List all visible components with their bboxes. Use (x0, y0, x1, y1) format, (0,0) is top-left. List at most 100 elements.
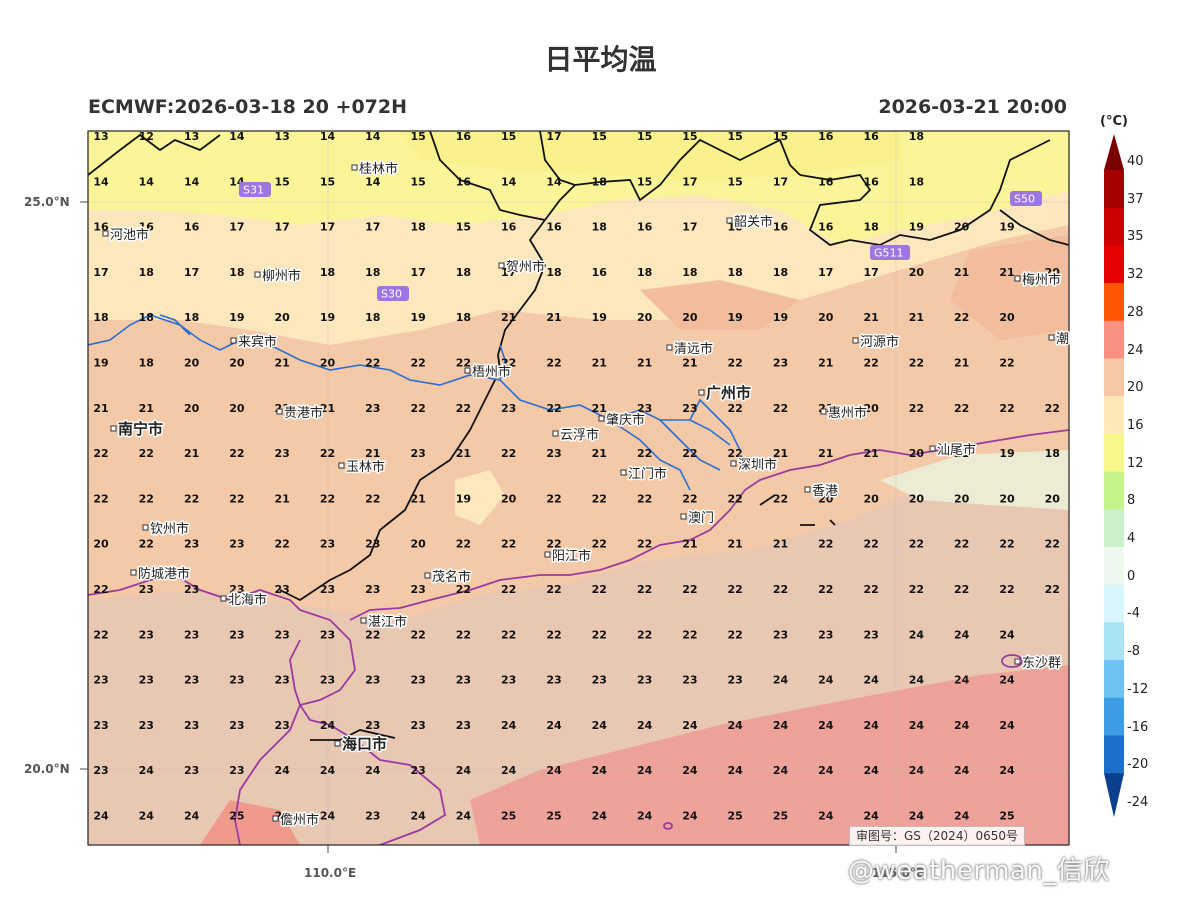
city-name: 海口市 (342, 735, 387, 753)
grid-temperature-value: 18 (184, 311, 199, 324)
grid-temperature-value: 22 (999, 402, 1014, 415)
grid-temperature-value: 22 (728, 492, 743, 505)
colorbar-segment (1104, 396, 1124, 435)
colorbar-segment (1104, 358, 1124, 397)
model-run-label: ECMWF:2026-03-18 20 +072H (88, 96, 408, 118)
city-label: 海口市 (334, 734, 389, 755)
temperature-grid: 13 12 13 14 13 14 14 15 16 15 17 15 15 15 15 15 16 16 18 14… (93, 130, 1060, 823)
lon-label-115: 115.0°E (872, 866, 925, 880)
grid-temperature-value: 22 (954, 538, 969, 551)
grid-temperature-value: 21 (365, 447, 380, 460)
grid-temperature-value: 22 (546, 402, 561, 415)
grid-temperature-value: 22 (773, 402, 788, 415)
grid-temperature-value: 24 (365, 764, 381, 777)
grid-temperature-value: 24 (954, 764, 970, 777)
city-name: 江门市 (628, 466, 667, 482)
grid-temperature-value: 18 (546, 266, 561, 279)
grid-temperature-value: 18 (682, 266, 697, 279)
grid-temperature-value: 20 (1045, 266, 1061, 279)
city-marker-icon (272, 815, 279, 822)
colorbar-tick-label: -20 (1127, 757, 1149, 773)
grid-temperature-value: 22 (139, 538, 154, 551)
grid-temperature-value: 24 (320, 810, 336, 823)
city-marker-icon (698, 389, 705, 396)
city-label: 香港 (804, 483, 840, 501)
city-name: 儋州市 (280, 812, 319, 828)
city-name: 钦州市 (150, 521, 189, 537)
grid-temperature-value: 22 (410, 357, 425, 370)
grid-temperature-value: 20 (229, 402, 245, 415)
city-name: 南宁市 (118, 420, 163, 438)
grid-temperature-value: 24 (184, 810, 200, 823)
grid-temperature-value: 18 (909, 175, 924, 188)
grid-temperature-value: 22 (139, 447, 154, 460)
grid-temperature-value: 22 (320, 447, 335, 460)
grid-temperature-value: 23 (229, 583, 244, 596)
grid-temperature-value: 22 (93, 583, 108, 596)
colorbar-segment (1104, 320, 1124, 359)
grid-temperature-value: 24 (637, 810, 653, 823)
grid-temperature-value: 22 (682, 628, 697, 641)
grid-temperature-value: 14 (546, 175, 562, 188)
grid-temperature-value: 16 (863, 175, 879, 188)
city-marker-icon (929, 445, 936, 452)
grid-temperature-value: 17 (818, 266, 833, 279)
city-label: 汕尾市 (929, 441, 978, 460)
grid-temperature-value: 22 (1045, 402, 1060, 415)
grid-temperature-value: 18 (365, 266, 380, 279)
grid-temperature-value: 13 (184, 130, 199, 143)
grid-temperature-value: 24 (592, 764, 608, 777)
grid-temperature-value: 21 (592, 357, 607, 370)
city-name: 贺州市 (506, 259, 545, 275)
grid-temperature-value: 18 (728, 266, 743, 279)
city-marker-icon (726, 217, 733, 224)
colorbar (1104, 134, 1124, 818)
city-name: 东沙群 (1022, 656, 1061, 671)
grid-temperature-value: 18 (592, 175, 607, 188)
lon-label-110: 110.0°E (304, 866, 357, 880)
grid-temperature-value: 23 (275, 628, 290, 641)
city-marker-icon (220, 595, 227, 602)
grid-temperature-value: 15 (682, 130, 697, 143)
colorbar-tick-label: 24 (1127, 342, 1144, 358)
grid-temperature-value: 23 (184, 538, 199, 551)
grid-temperature-value: 24 (818, 810, 834, 823)
grid-temperature-value: 22 (954, 402, 969, 415)
grid-temperature-value: 14 (184, 175, 200, 188)
grid-temperature-value: 24 (773, 719, 789, 732)
grid-temperature-value: 24 (954, 628, 970, 641)
grid-temperature-value: 20 (909, 447, 925, 460)
colorbar-unit: (°C) (1100, 114, 1128, 129)
grid-temperature-value: 18 (365, 311, 380, 324)
grid-temperature-value: 18 (139, 357, 154, 370)
grid-temperature-value: 23 (275, 719, 290, 732)
grid-temperature-value: 23 (229, 538, 244, 551)
city-name: 桂林市 (359, 161, 398, 177)
grid-temperature-value: 24 (682, 810, 698, 823)
road-badge-icon: S30 (377, 286, 409, 301)
grid-temperature-value: 24 (456, 764, 472, 777)
colorbar-segment (1104, 697, 1124, 736)
grid-temperature-value: 23 (728, 674, 743, 687)
city-marker-icon (338, 462, 345, 469)
grid-temperature-value: 23 (773, 357, 788, 370)
city-marker-icon (276, 408, 283, 415)
grid-temperature-value: 19 (909, 221, 924, 234)
grid-temperature-value: 20 (954, 492, 970, 505)
grid-temperature-value: 22 (728, 583, 743, 596)
city-marker-icon (620, 469, 627, 476)
grid-temperature-value: 12 (139, 130, 154, 143)
grid-temperature-value: 23 (501, 402, 516, 415)
grid-temperature-value: 15 (592, 130, 607, 143)
colorbar-tick-label: 32 (1127, 267, 1144, 283)
city-marker-icon (804, 486, 811, 493)
city-marker-icon (552, 430, 559, 437)
grid-temperature-value: 23 (818, 628, 833, 641)
grid-temperature-value: 22 (546, 538, 561, 551)
grid-temperature-value: 21 (682, 538, 697, 551)
grid-temperature-value: 20 (863, 492, 879, 505)
grid-temperature-value: 22 (682, 447, 697, 460)
grid-temperature-value: 20 (93, 538, 109, 551)
city-name: 澳门 (688, 510, 714, 526)
